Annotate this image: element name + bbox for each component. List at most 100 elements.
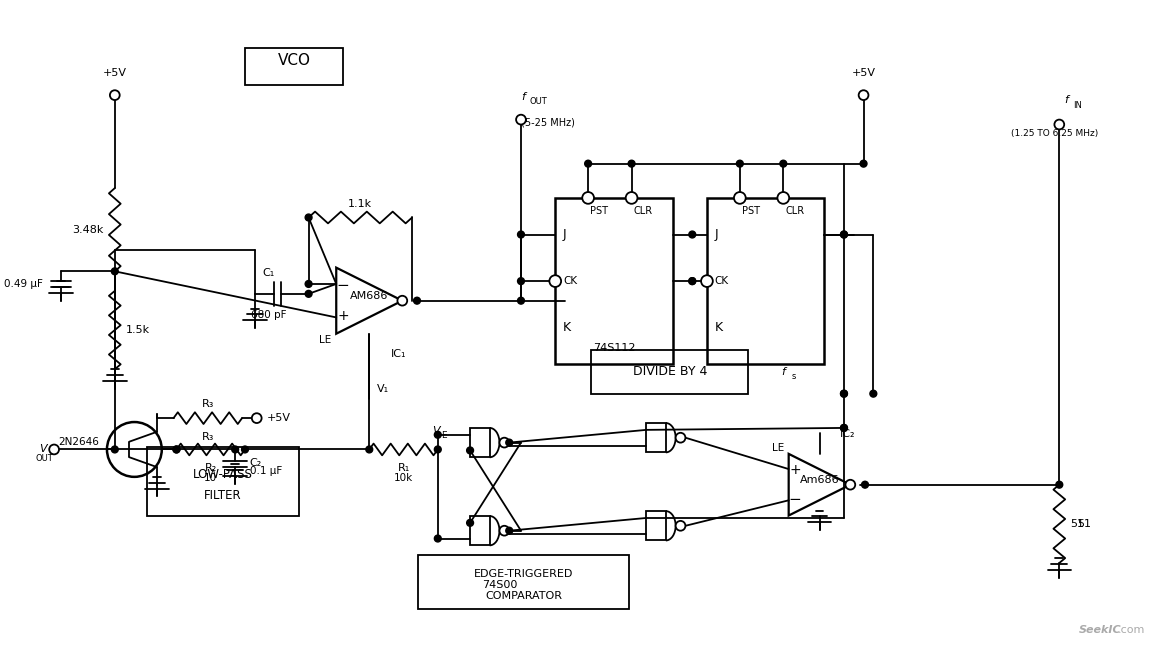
Text: C₁: C₁ xyxy=(263,268,274,278)
Circle shape xyxy=(434,535,441,542)
Text: +5V: +5V xyxy=(103,68,126,78)
Text: V₁: V₁ xyxy=(378,384,389,394)
Circle shape xyxy=(110,90,119,100)
Text: FILTER: FILTER xyxy=(204,489,242,502)
Circle shape xyxy=(242,446,249,453)
Circle shape xyxy=(841,424,848,432)
Bar xyxy=(147,448,299,516)
Circle shape xyxy=(506,439,513,446)
Circle shape xyxy=(859,90,868,100)
Circle shape xyxy=(306,290,312,297)
Text: 0.1 µF: 0.1 µF xyxy=(250,466,283,476)
Text: 74S112: 74S112 xyxy=(593,343,636,353)
Text: LE: LE xyxy=(320,335,331,345)
Text: J: J xyxy=(563,228,566,241)
Circle shape xyxy=(434,446,441,453)
Text: +5V: +5V xyxy=(851,68,875,78)
Text: +: + xyxy=(789,463,800,477)
Circle shape xyxy=(777,192,789,204)
Text: 3.48k: 3.48k xyxy=(72,224,103,234)
Circle shape xyxy=(413,297,420,304)
Bar xyxy=(245,48,343,86)
Text: 1.5k: 1.5k xyxy=(126,325,151,335)
Circle shape xyxy=(585,160,592,167)
Text: VCO: VCO xyxy=(278,53,310,68)
Text: LE: LE xyxy=(771,443,784,453)
Bar xyxy=(592,350,748,394)
Circle shape xyxy=(689,231,696,238)
Circle shape xyxy=(111,268,118,275)
Text: K: K xyxy=(563,321,571,334)
Circle shape xyxy=(518,297,525,304)
Text: SeekIC: SeekIC xyxy=(1079,625,1121,635)
Text: DIVIDE BY 4: DIVIDE BY 4 xyxy=(632,365,706,378)
Text: OUT: OUT xyxy=(530,97,548,106)
Circle shape xyxy=(366,446,373,453)
Circle shape xyxy=(736,160,743,167)
Text: C₂: C₂ xyxy=(250,458,262,468)
Bar xyxy=(646,511,666,540)
Text: 0.49 µF: 0.49 µF xyxy=(5,279,43,289)
Text: R₂: R₂ xyxy=(205,463,217,473)
Text: K: K xyxy=(714,321,723,334)
Circle shape xyxy=(841,231,848,238)
Text: R₃: R₃ xyxy=(201,432,214,442)
Circle shape xyxy=(306,280,312,288)
Text: CK: CK xyxy=(714,276,728,286)
Circle shape xyxy=(675,521,686,531)
Text: 2N2646: 2N2646 xyxy=(58,437,100,447)
Text: −: − xyxy=(789,491,801,507)
Circle shape xyxy=(779,160,786,167)
Text: IC₁: IC₁ xyxy=(391,349,406,359)
Bar xyxy=(706,198,824,365)
Circle shape xyxy=(628,160,635,167)
Text: 10: 10 xyxy=(204,473,218,483)
Circle shape xyxy=(841,390,848,397)
Bar xyxy=(646,423,666,452)
Text: Am686: Am686 xyxy=(800,475,840,485)
Circle shape xyxy=(518,278,525,285)
Circle shape xyxy=(232,446,239,453)
Text: AM686: AM686 xyxy=(350,291,388,301)
Text: R₁: R₁ xyxy=(397,463,410,473)
Bar xyxy=(555,198,673,365)
Circle shape xyxy=(860,160,867,167)
Text: IN: IN xyxy=(1073,101,1082,110)
Circle shape xyxy=(516,115,526,125)
Text: 51: 51 xyxy=(1077,519,1091,529)
Circle shape xyxy=(251,413,262,423)
Circle shape xyxy=(549,276,562,287)
Text: 51: 51 xyxy=(1070,519,1084,529)
Text: f: f xyxy=(521,92,525,102)
Text: 10k: 10k xyxy=(394,473,413,483)
Circle shape xyxy=(173,446,179,453)
Text: CLR: CLR xyxy=(785,206,805,216)
Text: 1.1k: 1.1k xyxy=(349,199,373,208)
Circle shape xyxy=(862,481,868,488)
Circle shape xyxy=(845,480,856,489)
Text: f: f xyxy=(1064,95,1068,105)
Circle shape xyxy=(841,390,848,397)
Text: V: V xyxy=(38,444,46,454)
Circle shape xyxy=(841,424,848,432)
Circle shape xyxy=(434,432,441,438)
Text: (1.25 TO 6.25 MHz): (1.25 TO 6.25 MHz) xyxy=(1011,129,1098,138)
Circle shape xyxy=(841,231,848,238)
Text: +5V: +5V xyxy=(266,413,291,423)
Circle shape xyxy=(397,295,408,305)
Text: s: s xyxy=(791,372,796,380)
Circle shape xyxy=(467,447,474,454)
Circle shape xyxy=(50,445,59,454)
Circle shape xyxy=(506,527,513,534)
Circle shape xyxy=(1056,481,1063,488)
Circle shape xyxy=(870,390,877,397)
Text: CLR: CLR xyxy=(633,206,653,216)
Text: R₃: R₃ xyxy=(201,400,214,410)
Text: IC₂: IC₂ xyxy=(840,430,856,440)
Circle shape xyxy=(499,438,510,448)
Text: OUT: OUT xyxy=(36,454,53,463)
Circle shape xyxy=(689,278,696,285)
Circle shape xyxy=(625,192,637,204)
Text: f: f xyxy=(782,367,785,377)
Text: E: E xyxy=(441,431,446,440)
